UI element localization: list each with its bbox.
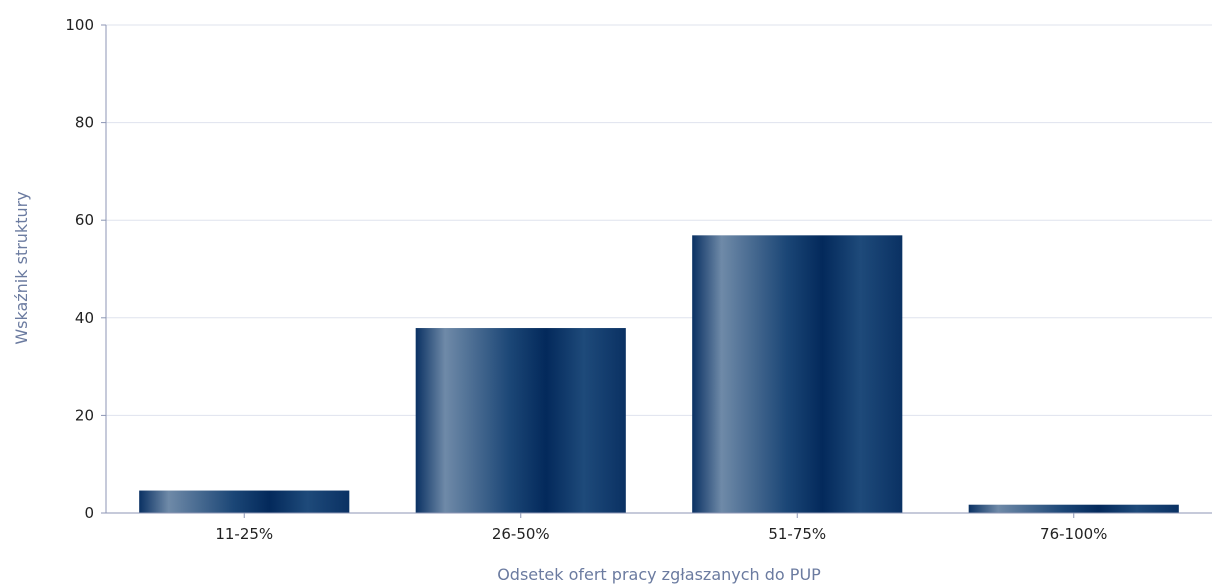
x-tick-label: 76-100% — [1040, 525, 1107, 543]
bar[interactable] — [968, 504, 1179, 513]
y-tick-label: 20 — [75, 406, 94, 424]
x-tick-label: 11-25% — [215, 525, 273, 543]
y-tick-label: 0 — [84, 504, 94, 522]
y-tick-labels: 0 20 40 60 80 100 — [65, 16, 106, 522]
y-tick-label: 60 — [75, 211, 94, 229]
y-tick-label: 100 — [65, 16, 94, 34]
bars — [139, 235, 1179, 513]
x-tick-label: 26-50% — [492, 525, 550, 543]
bar[interactable] — [415, 328, 626, 513]
x-axis-title: Odsetek ofert pracy zgłaszanych do PUP — [497, 565, 821, 584]
gridlines — [106, 24, 1212, 416]
bar[interactable] — [139, 490, 350, 513]
x-tick-labels: 11-25% 26-50% 51-75% 76-100% — [215, 513, 1107, 543]
y-tick-label: 80 — [75, 114, 94, 132]
y-axis-title: Wskaźnik struktury — [12, 191, 31, 344]
bar[interactable] — [692, 235, 903, 513]
y-tick-label: 40 — [75, 309, 94, 327]
x-tick-label: 51-75% — [768, 525, 826, 543]
